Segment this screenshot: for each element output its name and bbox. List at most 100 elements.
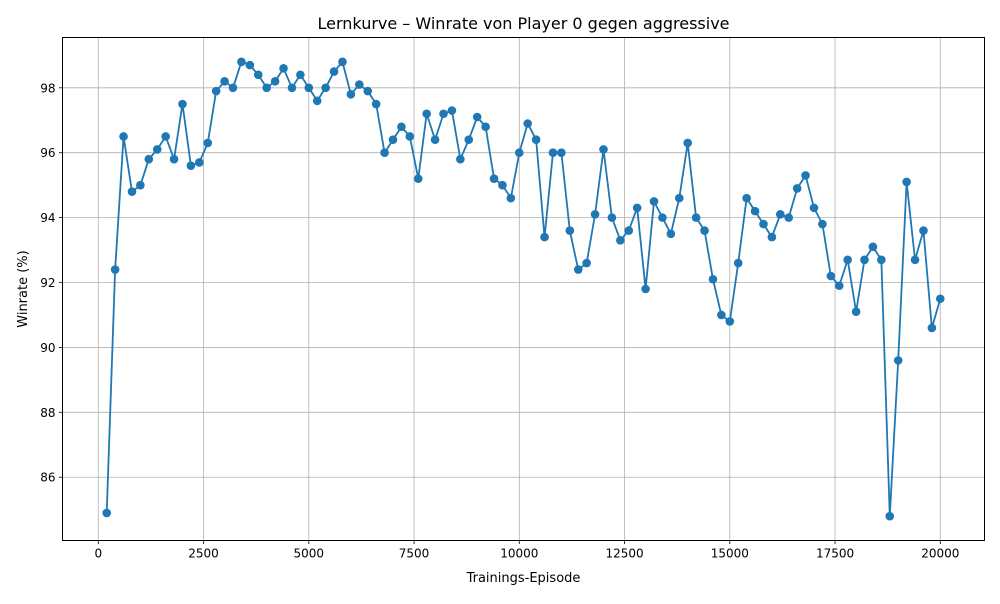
data-point (935, 294, 945, 304)
x-tick-label: 17500 (816, 547, 854, 561)
data-point (616, 236, 625, 245)
data-point (270, 77, 280, 86)
data-point (186, 161, 196, 170)
x-tick-label: 10000 (500, 547, 538, 561)
data-point (279, 64, 288, 73)
data-point (161, 132, 170, 141)
data-point (388, 135, 398, 145)
data-point (860, 255, 869, 265)
data-point (868, 242, 878, 252)
data-point (355, 80, 364, 89)
data-point (262, 83, 271, 93)
data-point (674, 193, 684, 203)
data-point (506, 193, 516, 203)
data-point (245, 60, 255, 70)
y-tick-label: 86 (40, 471, 55, 485)
data-point (312, 96, 322, 106)
data-point (397, 122, 406, 132)
data-point (220, 77, 229, 86)
data-point (439, 109, 448, 119)
data-point (136, 180, 145, 190)
data-point (717, 310, 726, 320)
data-point (893, 356, 903, 365)
y-tick-label: 90 (40, 341, 55, 355)
data-point (430, 135, 440, 145)
data-point (253, 70, 263, 80)
x-axis-ticks: 0 2500 5000 7500 10000 12500 15000 17500 20000 (94, 540, 959, 561)
data-point (548, 148, 558, 157)
x-tick-label: 2500 (188, 547, 219, 561)
x-axis-label: Trainings-Episode (466, 571, 581, 586)
y-axis-label: Winrate (%) (16, 250, 31, 327)
data-point (818, 219, 827, 229)
data-point (321, 83, 330, 93)
data-point (195, 158, 204, 167)
data-point (733, 258, 743, 268)
data-point (851, 307, 861, 317)
data-point (169, 154, 179, 164)
data-point (750, 206, 760, 216)
data-point (472, 112, 482, 122)
data-point (144, 154, 154, 164)
data-point (708, 274, 718, 284)
x-tick-label: 5000 (294, 547, 325, 561)
data-point (691, 213, 701, 222)
data-point (557, 148, 566, 157)
y-tick-label: 98 (40, 81, 55, 95)
data-point (784, 213, 794, 222)
data-point (127, 187, 137, 196)
data-point (498, 180, 507, 190)
y-tick-label: 96 (40, 146, 55, 160)
series-line (105, 60, 942, 518)
x-tick-label: 0 (94, 547, 102, 561)
data-point (481, 122, 490, 132)
data-point (742, 193, 751, 203)
data-point (211, 86, 221, 96)
x-tick-label: 15000 (711, 547, 749, 561)
data-point (371, 99, 381, 109)
data-point (203, 138, 213, 148)
data-point (792, 184, 802, 193)
data-point (759, 219, 768, 229)
data-point (590, 210, 600, 219)
x-tick-label: 20000 (921, 547, 959, 561)
data-point (582, 258, 591, 268)
data-point (666, 229, 676, 239)
data-point (447, 106, 457, 115)
data-point (649, 197, 659, 206)
y-tick-label: 92 (40, 276, 55, 290)
x-tick-label: 12500 (605, 547, 643, 561)
data-point (380, 148, 389, 157)
data-point (767, 232, 777, 242)
series-markers (102, 57, 945, 521)
data-point (927, 323, 937, 333)
plot-frame (62, 37, 985, 541)
data-point (228, 83, 238, 93)
data-point (110, 265, 120, 274)
data-point (776, 210, 785, 219)
data-point (725, 317, 735, 326)
data-point (834, 281, 844, 291)
data-point (119, 132, 128, 141)
data-point (287, 83, 297, 93)
data-point (599, 145, 608, 154)
data-point (523, 119, 533, 128)
data-point (464, 135, 474, 145)
y-tick-label: 88 (40, 406, 55, 420)
data-point (405, 132, 415, 141)
data-point (919, 226, 928, 235)
data-point (624, 226, 634, 235)
data-point (843, 255, 852, 265)
data-point (531, 135, 541, 145)
data-point (607, 213, 617, 222)
data-point (877, 255, 886, 265)
data-point (658, 213, 667, 222)
data-point (329, 67, 339, 76)
data-point (632, 203, 642, 213)
data-point (304, 83, 314, 93)
data-point (338, 57, 347, 67)
data-point (683, 138, 692, 148)
y-axis-ticks: 86 88 90 92 94 96 98 (40, 81, 63, 485)
